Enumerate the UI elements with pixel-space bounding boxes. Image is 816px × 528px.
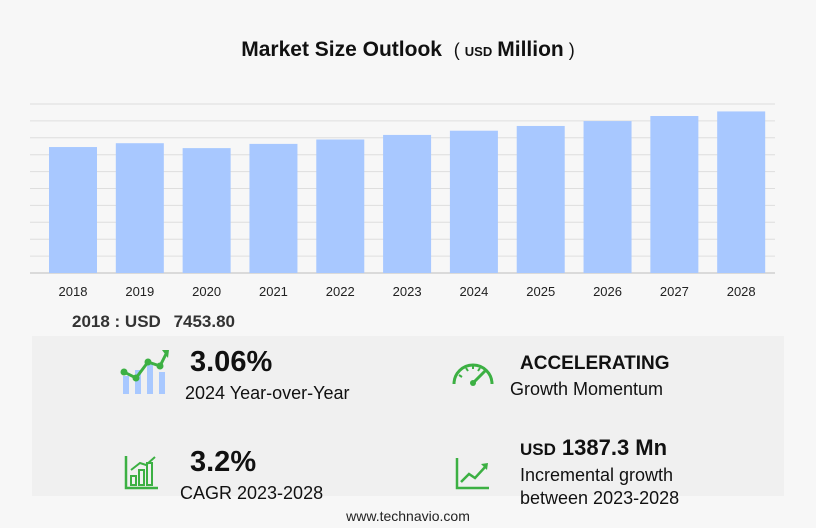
x-tick-label: 2020 xyxy=(192,284,221,299)
bar-2027 xyxy=(650,115,699,274)
speedometer-icon xyxy=(452,363,494,386)
x-tick-label: 2022 xyxy=(326,284,355,299)
x-tick-label: 2025 xyxy=(526,284,555,299)
bar-2022 xyxy=(316,139,365,273)
incremental-label-line2: between 2023-2028 xyxy=(520,488,680,508)
x-tick-label: 2024 xyxy=(459,284,488,299)
bar-2028 xyxy=(717,111,766,273)
incremental-currency: USD xyxy=(520,440,556,459)
growth-chart-icon xyxy=(120,350,169,394)
bar-2023 xyxy=(383,134,432,273)
trend-up-icon xyxy=(455,458,489,490)
source-footer: www.technavio.com xyxy=(346,508,470,524)
bar-2025 xyxy=(516,125,565,273)
title-unit-word: Million xyxy=(497,38,564,61)
incremental-label-line1: Incremental growth xyxy=(520,465,674,485)
bar-2019 xyxy=(115,143,164,273)
kpi-panel xyxy=(32,336,784,496)
base-year-figure: 2018 : USD 7453.80 xyxy=(72,312,235,332)
momentum-label: Growth Momentum xyxy=(510,379,664,399)
x-tick-label: 2023 xyxy=(393,284,422,299)
title-currency: USD xyxy=(464,44,493,59)
x-tick-label: 2026 xyxy=(593,284,622,299)
momentum-value: ACCELERATING xyxy=(520,353,670,374)
x-tick-label: 2019 xyxy=(125,284,154,299)
chart-title: Market Size Outlook ( USD Million ) xyxy=(0,38,816,62)
cagr-value: 3.2% xyxy=(190,446,257,478)
bar-2020 xyxy=(182,148,231,273)
bar-2018 xyxy=(49,147,97,273)
base-year-label: 2018 : USD xyxy=(72,312,161,331)
bar-chart: 2018 2019 2020 2021 2022 2023 2024 2025 2026 2027… xyxy=(30,103,775,299)
bar-2021 xyxy=(249,143,298,273)
title-text: Market Size Outlook xyxy=(241,38,442,61)
incremental-value: USD 1387.3 Mn xyxy=(520,435,667,461)
x-tick-label: 2018 xyxy=(59,284,88,299)
cagr-label: CAGR 2023-2028 xyxy=(180,483,324,503)
x-tick-label: 2027 xyxy=(660,284,689,299)
x-tick-label: 2028 xyxy=(727,284,756,299)
x-tick-label: 2021 xyxy=(259,284,288,299)
title-unit: ( USD Million ) xyxy=(453,38,575,61)
yoy-label: 2024 Year-over-Year xyxy=(185,383,350,403)
yoy-value: 3.06% xyxy=(190,346,273,378)
bar-growth-icon xyxy=(124,456,158,490)
incremental-amount: 1387.3 Mn xyxy=(561,435,668,460)
base-year-value: 7453.80 xyxy=(173,312,236,331)
bar-2026 xyxy=(583,121,632,273)
bar-2024 xyxy=(449,130,498,273)
